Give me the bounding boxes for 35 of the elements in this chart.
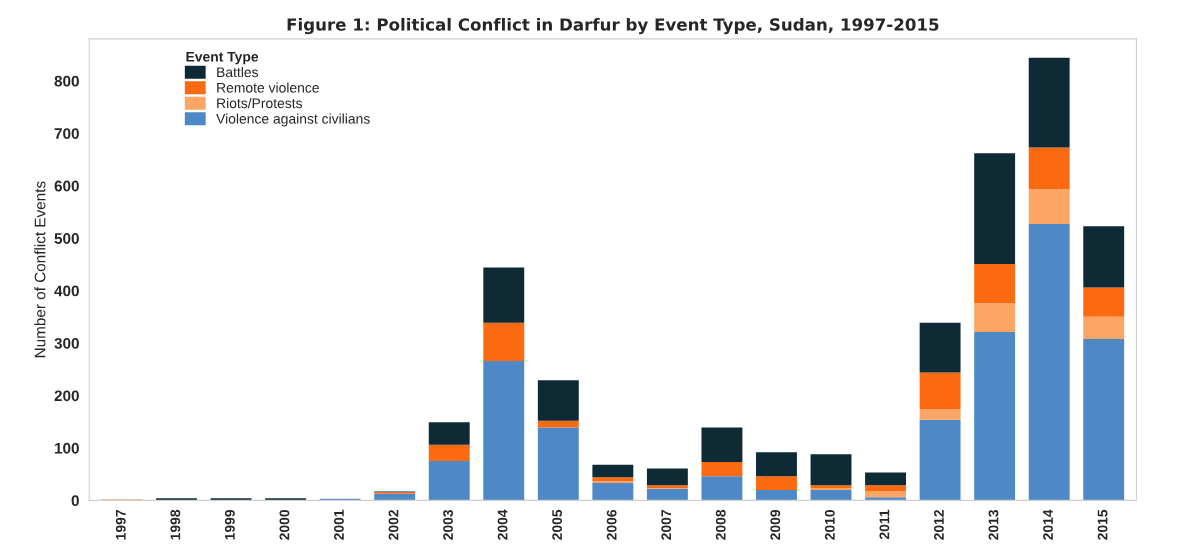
y-tick-label: 700 bbox=[54, 128, 79, 139]
y-tick-label: 500 bbox=[54, 233, 79, 244]
x-tick-label: 2012 bbox=[933, 509, 944, 540]
legend-label: Riots/Protests bbox=[217, 97, 303, 109]
x-tick-label: 2002 bbox=[388, 509, 399, 540]
x-tick-label: 2007 bbox=[661, 510, 672, 540]
x-tick-label: 2010 bbox=[824, 509, 835, 540]
x-tick-label: 2011 bbox=[879, 509, 890, 540]
legend-title: Event Type bbox=[186, 51, 259, 65]
x-tick-label: 2000 bbox=[279, 509, 290, 540]
legend-label: Battles bbox=[217, 66, 259, 78]
x-tick-label: 2004 bbox=[497, 509, 508, 540]
x-tick-label: 2008 bbox=[715, 509, 726, 540]
y-tick-label: 400 bbox=[54, 285, 79, 297]
y-tick-label: 100 bbox=[55, 442, 79, 454]
y-tick-label: 0 bbox=[71, 495, 79, 507]
y-tick-label: 600 bbox=[54, 180, 79, 192]
x-tick-label: 2005 bbox=[552, 509, 563, 540]
x-tick-label: 2014 bbox=[1043, 509, 1053, 540]
legend-label: Remote violence bbox=[217, 82, 319, 93]
y-tick-label: 800 bbox=[54, 75, 79, 87]
x-tick-label: 1997 bbox=[115, 510, 126, 540]
chart-title: Figure 1: Political Conflict in Darfur by Event Type, Sudan, 1997-2015 bbox=[287, 17, 939, 35]
x-tick-label: 2009 bbox=[770, 509, 781, 540]
y-tick-label: 200 bbox=[54, 390, 79, 402]
x-tick-label: 2006 bbox=[606, 509, 617, 540]
x-tick-label: 2015 bbox=[1097, 509, 1108, 540]
y-axis-title: Number of Conflict Events bbox=[34, 181, 46, 358]
legend-label: Violence against civilians bbox=[216, 113, 370, 127]
x-tick-label: 1999 bbox=[224, 509, 235, 540]
x-tick-label: 2013 bbox=[988, 509, 999, 540]
x-tick-label: 2001 bbox=[334, 509, 344, 540]
x-tick-label: 2003 bbox=[443, 509, 453, 540]
x-tick-label: 1998 bbox=[170, 509, 181, 540]
y-tick-label: 300 bbox=[54, 337, 79, 349]
